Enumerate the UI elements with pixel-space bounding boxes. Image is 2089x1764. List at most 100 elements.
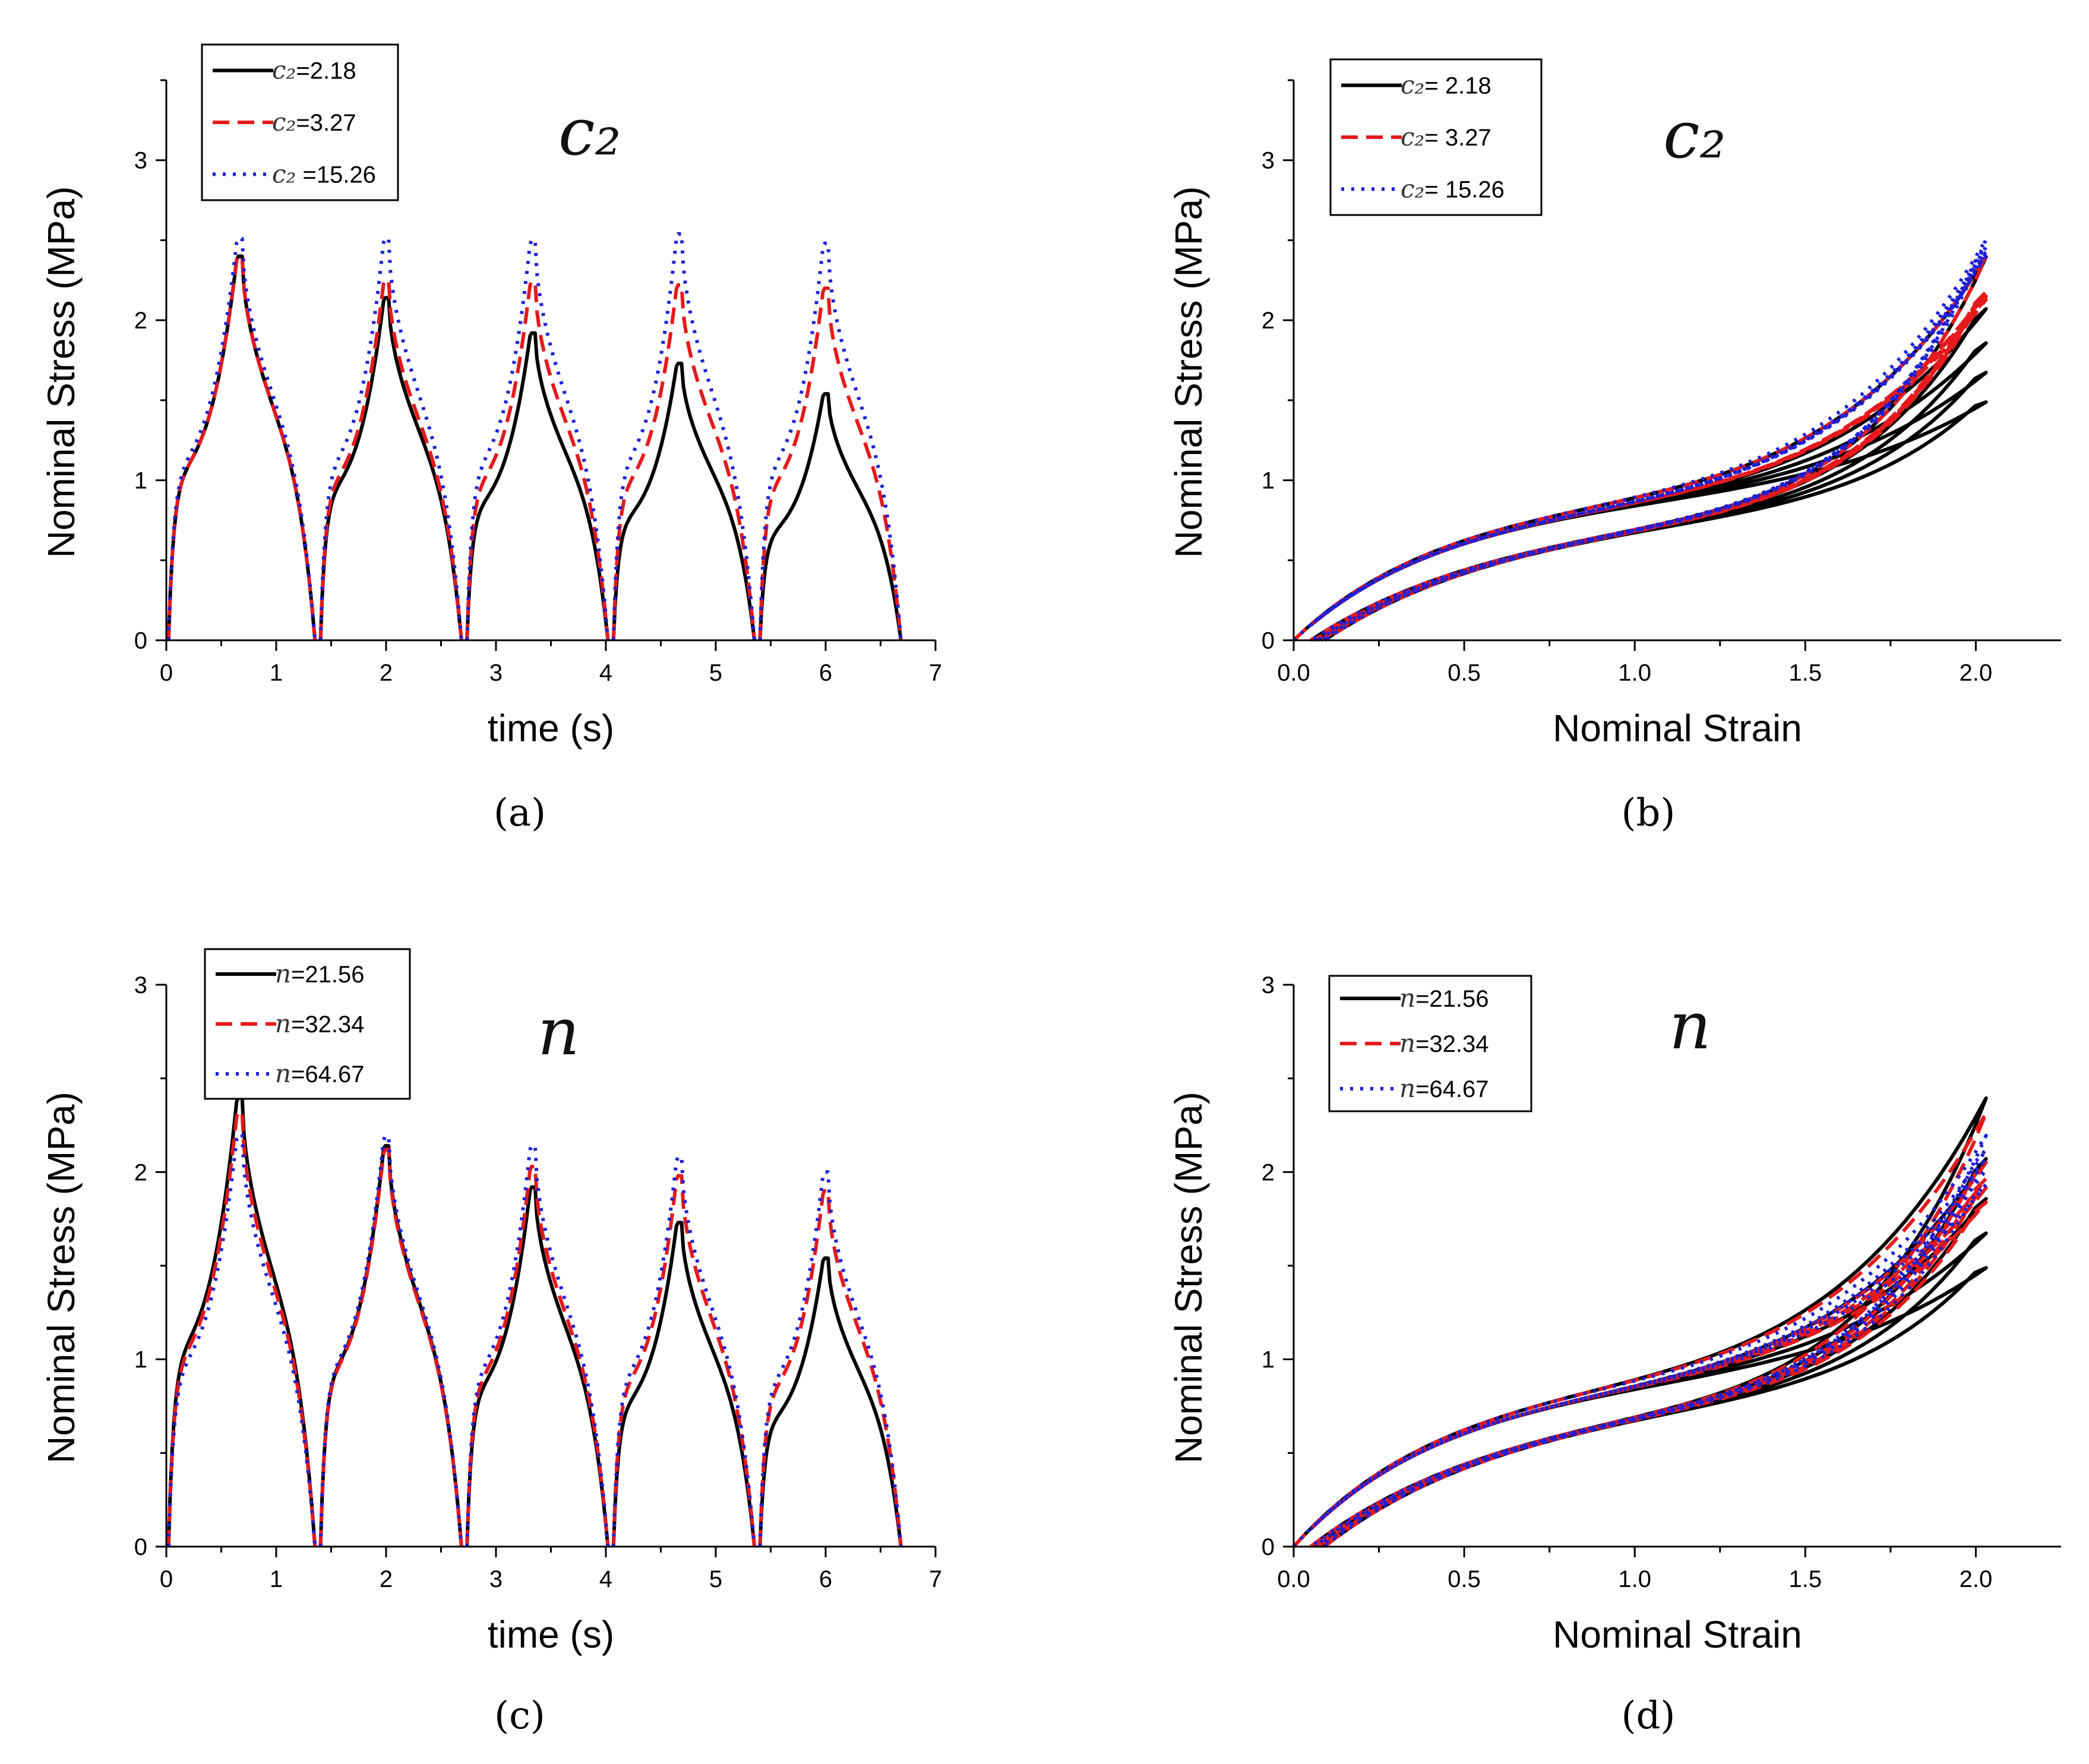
- x-tick-label: 2: [380, 1566, 393, 1592]
- y-tick-label: 2: [134, 1159, 147, 1186]
- legend-symbol: c₂: [272, 56, 296, 85]
- series-2-cycle-0: [166, 1133, 317, 1547]
- y-tick-label: 0: [134, 1534, 147, 1560]
- legend-d: n=21.56n=32.34n=64.67: [1328, 975, 1532, 1112]
- series-0-loop-2: [1313, 1197, 1988, 1548]
- chart-b: [1292, 238, 1988, 642]
- legend-symbol: n: [1399, 984, 1415, 1013]
- panel-label: (b): [1622, 791, 1676, 835]
- series-0-cycle-3: [611, 361, 757, 641]
- series-2-cycle-4: [758, 241, 903, 641]
- series-2-cycle-1: [318, 236, 463, 641]
- series-1-cycle-2: [465, 1164, 610, 1547]
- y-tick-label: 3: [1262, 972, 1275, 998]
- x-tick-label: 3: [489, 1566, 503, 1592]
- series-1-cycle-1: [318, 278, 463, 641]
- series-0-cycle-4: [758, 1256, 903, 1547]
- series-1-cycle-4: [758, 1188, 903, 1547]
- y-tick-label: 0: [134, 628, 147, 654]
- legend-symbol: c₂: [272, 108, 296, 137]
- parameter-label: n: [538, 994, 580, 1070]
- legend-value: = 2.18: [1424, 73, 1491, 99]
- y-axis-label: Nominal Stress (MPa): [40, 1092, 83, 1463]
- x-tick-label: 1.5: [1789, 1566, 1822, 1592]
- x-tick-label: 6: [819, 660, 832, 686]
- y-tick-label: 3: [134, 972, 147, 998]
- x-axis-label: Nominal Strain: [1553, 1613, 1802, 1656]
- series-2-loop-3: [1316, 245, 1988, 642]
- y-tick-label: 1: [134, 1347, 147, 1373]
- series-1-cycle-3: [611, 1174, 757, 1547]
- x-axis-label: time (s): [488, 1613, 614, 1656]
- legend-value: =3.27: [296, 110, 356, 136]
- axes-d: 0.0 0.5 1.0 1.5 2.0 0 1 2 3 Nominal Strain Nominal…: [1167, 972, 2061, 1656]
- legend-entry: c₂ =15.26: [272, 159, 376, 188]
- legend-entry: c₂=3.27: [272, 108, 356, 137]
- x-tick-label: 1.0: [1618, 1566, 1651, 1592]
- x-tick-label: 7: [929, 660, 942, 686]
- series-0-loop-0: [1292, 255, 1988, 642]
- x-tick-label: 1.5: [1789, 660, 1822, 686]
- x-tick-label: 5: [709, 1566, 722, 1592]
- y-tick-label: 1: [134, 468, 147, 494]
- series-2-loop-4: [1319, 1182, 1988, 1548]
- y-tick-label: 1: [1262, 468, 1275, 494]
- y-tick-label: 0: [1262, 628, 1275, 654]
- x-tick-label: 4: [599, 1566, 612, 1592]
- series-0-cycle-0: [166, 1095, 317, 1547]
- panel-label: (a): [494, 791, 546, 835]
- y-tick-label: 0: [1262, 1534, 1275, 1560]
- series-1-loop-0: [1292, 255, 1988, 642]
- x-tick-label: 1: [270, 1566, 283, 1592]
- x-tick-label: 4: [599, 660, 612, 686]
- x-tick-label: 0: [160, 1566, 173, 1592]
- legend-value: =15.26: [296, 162, 376, 188]
- series-0-cycle-4: [758, 392, 903, 641]
- legend-value: =64.67: [291, 1061, 364, 1088]
- x-tick-label: 2: [380, 660, 393, 686]
- y-axis-label: Nominal Stress (MPa): [1167, 186, 1210, 558]
- legend-entry: c₂= 15.26: [1401, 174, 1505, 203]
- legend-value: =64.67: [1415, 1076, 1488, 1102]
- series-2-loop-2: [1313, 1157, 1988, 1548]
- y-tick-label: 3: [134, 148, 147, 174]
- legend-entry: c₂=2.18: [272, 56, 356, 85]
- x-tick-label: 0.0: [1277, 1566, 1310, 1592]
- chart-d: [1292, 1096, 1988, 1548]
- legend-c: n=21.56n=32.34n=64.67: [204, 948, 411, 1100]
- legend-value: = 3.27: [1424, 125, 1491, 151]
- legend-entry: n=32.34: [1399, 1029, 1489, 1058]
- parameter-label: c₂: [558, 94, 621, 170]
- y-axis-label: Nominal Stress (MPa): [1167, 1092, 1210, 1463]
- legend-symbol: n: [275, 959, 291, 988]
- series-0-cycle-0: [166, 254, 317, 641]
- series-0-loop-2: [1313, 341, 1988, 642]
- legend-b: c₂= 2.18 c₂= 3.27 c₂= 15.26: [1329, 58, 1543, 216]
- legend-entry: c₂= 2.18: [1401, 71, 1491, 100]
- x-tick-label: 3: [489, 660, 503, 686]
- series-2-cycle-2: [465, 1144, 610, 1547]
- legend-value: =21.56: [1415, 986, 1488, 1012]
- y-tick-label: 3: [1262, 148, 1275, 174]
- series-0-cycle-1: [318, 1144, 463, 1547]
- series-1-cycle-2: [465, 280, 610, 641]
- chart-a: [166, 232, 903, 641]
- x-tick-label: 1: [270, 660, 283, 686]
- legend-symbol: n: [1399, 1074, 1415, 1103]
- series-2-cycle-0: [166, 236, 317, 641]
- x-tick-label: 1.0: [1618, 660, 1651, 686]
- series-2-cycle-2: [465, 238, 610, 641]
- legend-symbol: n: [275, 1009, 291, 1038]
- legend-symbol: n: [1399, 1029, 1415, 1058]
- series-2-loop-3: [1316, 1168, 1988, 1548]
- series-0-cycle-3: [611, 1221, 757, 1547]
- x-axis-label: Nominal Strain: [1553, 707, 1802, 750]
- legend-entry: n=21.56: [275, 959, 365, 988]
- legend-entry: c₂= 3.27: [1401, 122, 1491, 151]
- series-0-cycle-2: [465, 331, 610, 641]
- panel-label: (d): [1622, 1694, 1676, 1738]
- series-1-loop-0: [1292, 1111, 1988, 1548]
- x-tick-label: 7: [929, 1566, 942, 1592]
